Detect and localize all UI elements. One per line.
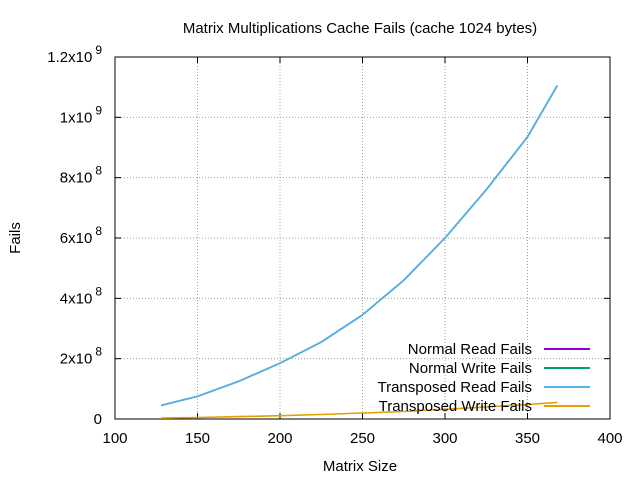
y-tick-label-base: 1.2x10 — [47, 49, 92, 66]
y-tick-label: 8x10 8 — [60, 164, 103, 187]
y-tick-label-exponent: 8 — [95, 164, 102, 178]
y-tick-label-base: 2x10 — [60, 351, 93, 368]
legend-label-3: Transposed Read Fails — [377, 379, 532, 396]
y-tick-label: 6x10 8 — [60, 224, 103, 247]
y-tick-label-base: 4x10 — [60, 290, 93, 307]
series-line-3 — [161, 85, 558, 407]
y-tick-label-base: 8x10 — [60, 170, 93, 187]
chart-title: Matrix Multiplications Cache Fails (cach… — [183, 20, 537, 37]
x-tick-label: 400 — [597, 430, 622, 447]
y-tick-label: 1x10 9 — [60, 103, 103, 126]
y-tick-label: 2x10 8 — [60, 345, 103, 368]
legend-label-4: Transposed Write Fails — [379, 398, 532, 415]
legend: Normal Read Fails Normal Write Fails Trans… — [377, 341, 590, 415]
y-tick-label-exponent: 9 — [95, 43, 102, 57]
y-tick-label-exponent: 8 — [95, 345, 102, 359]
y-tick-label: 0 — [94, 411, 102, 428]
y-tick-label-exponent: 9 — [95, 103, 102, 117]
y-tick-label-base: 0 — [94, 411, 102, 428]
x-tick-label: 300 — [432, 430, 457, 447]
series-line-4 — [161, 401, 558, 419]
y-tick-label-base: 6x10 — [60, 230, 93, 247]
x-tick-label: 150 — [185, 430, 210, 447]
x-tick-label: 200 — [267, 430, 292, 447]
legend-label-1: Normal Read Fails — [408, 341, 532, 358]
x-tick-label: 350 — [515, 430, 540, 447]
x-tick-label: 250 — [350, 430, 375, 447]
y-axis-label: Fails — [7, 222, 24, 254]
legend-label-2: Normal Write Fails — [409, 360, 532, 377]
x-tick-label: 100 — [102, 430, 127, 447]
series-layer — [161, 85, 558, 419]
y-tick-label: 4x10 8 — [60, 284, 103, 307]
y-tick-label-exponent: 8 — [95, 224, 102, 238]
y-tick-label: 1.2x10 9 — [47, 43, 102, 66]
y-tick-label-base: 1x10 — [60, 109, 93, 126]
y-tick-label-exponent: 8 — [95, 284, 102, 298]
x-axis-label: Matrix Size — [323, 458, 397, 475]
